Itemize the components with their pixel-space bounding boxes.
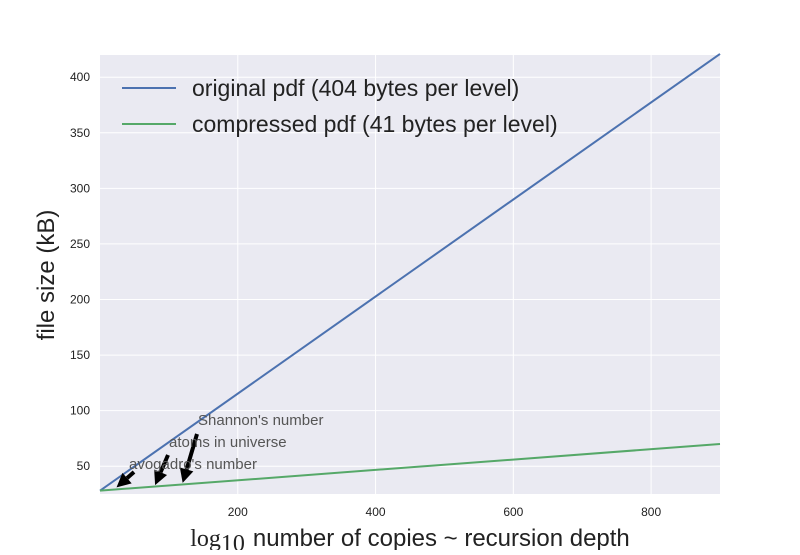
annotation-arrow-head <box>179 467 194 483</box>
annotation-arrow-head <box>116 472 132 488</box>
annotation-arrows <box>116 433 199 488</box>
plot-background <box>100 55 720 494</box>
y-tick-label: 250 <box>70 237 90 251</box>
x-axis-log-prefix: log <box>190 526 221 550</box>
legend: original pdf (404 bytes per level) compre… <box>122 75 558 137</box>
x-tick-label: 200 <box>228 505 248 519</box>
grid <box>100 55 720 494</box>
y-tick-label: 200 <box>70 293 90 307</box>
legend-label-1: compressed pdf (41 bytes per level) <box>192 111 558 137</box>
y-tick-label: 350 <box>70 126 90 140</box>
y-tick-labels: 50 100 150 200 250 300 350 400 <box>70 70 90 473</box>
annotation-arrow-shaft <box>184 433 199 471</box>
y-tick-label: 150 <box>70 348 90 362</box>
series-line-0 <box>99 53 721 492</box>
y-tick-label: 100 <box>70 404 90 418</box>
x-tick-label: 400 <box>366 505 386 519</box>
annotation-arrow-shaft <box>125 470 136 480</box>
annotations: avogadro's number atoms in universe Shanno… <box>129 412 323 473</box>
y-tick-label: 400 <box>70 70 90 84</box>
series-line-1 <box>99 442 721 492</box>
annotation-arrow-head <box>154 469 168 486</box>
x-axis-label-text: number of copies ~ recursion depth <box>253 525 630 550</box>
x-tick-label: 800 <box>641 505 661 519</box>
x-tick-labels: 200 400 600 800 <box>228 505 662 519</box>
y-axis-label: file size (kB) <box>33 210 60 341</box>
x-axis-label: log10 number of copies ~ recursion depth <box>190 525 630 550</box>
annotation-label: Shannon's number <box>198 412 323 429</box>
annotation-label: avogadro's number <box>129 456 257 473</box>
legend-label-0: original pdf (404 bytes per level) <box>192 75 519 101</box>
x-tick-label: 600 <box>503 505 523 519</box>
x-axis-log-subscript: 10 <box>221 531 245 550</box>
series-lines <box>99 53 721 492</box>
annotation-label: atoms in universe <box>169 434 287 451</box>
y-tick-label: 300 <box>70 181 90 195</box>
annotation-arrow-shaft <box>158 454 170 474</box>
y-tick-label: 50 <box>77 459 91 473</box>
